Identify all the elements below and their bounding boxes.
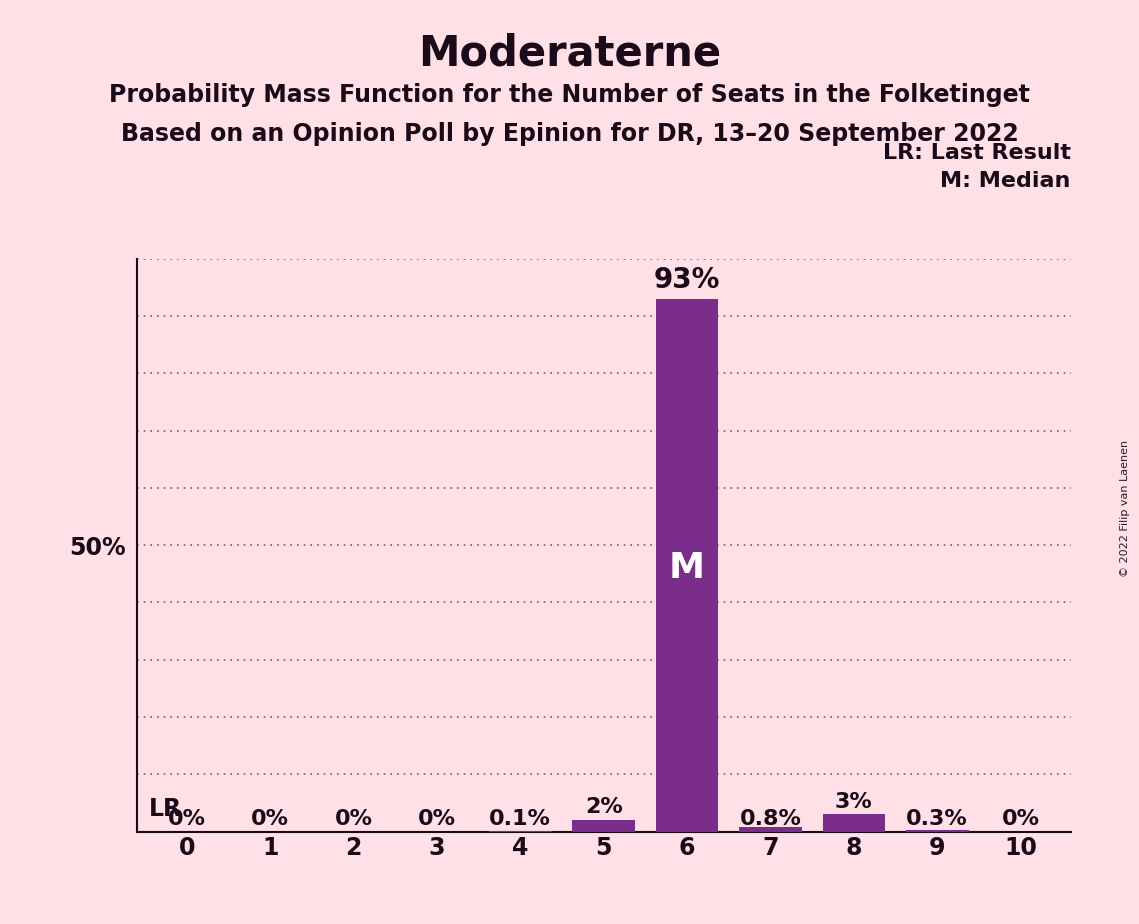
Text: LR: Last Result: LR: Last Result — [883, 143, 1071, 164]
Text: 0%: 0% — [1001, 808, 1040, 829]
Text: 3%: 3% — [835, 792, 872, 811]
Text: 0.1%: 0.1% — [490, 808, 551, 829]
Bar — [906, 830, 968, 832]
Text: 93%: 93% — [654, 266, 720, 294]
Text: Based on an Opinion Poll by Epinion for DR, 13–20 September 2022: Based on an Opinion Poll by Epinion for … — [121, 122, 1018, 146]
Text: Probability Mass Function for the Number of Seats in the Folketinget: Probability Mass Function for the Number… — [109, 83, 1030, 107]
Bar — [656, 298, 719, 832]
Bar — [822, 814, 885, 832]
Text: 2%: 2% — [584, 797, 623, 817]
Text: 0.3%: 0.3% — [907, 808, 968, 829]
Text: 0%: 0% — [335, 808, 372, 829]
Bar — [573, 821, 634, 832]
Text: M: M — [669, 551, 705, 585]
Text: Moderaterne: Moderaterne — [418, 32, 721, 74]
Bar — [739, 827, 802, 832]
Text: 0%: 0% — [251, 808, 289, 829]
Text: 0.8%: 0.8% — [739, 808, 802, 829]
Text: 0%: 0% — [167, 808, 206, 829]
Text: LR: LR — [149, 796, 182, 821]
Text: 0%: 0% — [418, 808, 456, 829]
Text: M: Median: M: Median — [941, 171, 1071, 191]
Text: © 2022 Filip van Laenen: © 2022 Filip van Laenen — [1121, 440, 1130, 577]
